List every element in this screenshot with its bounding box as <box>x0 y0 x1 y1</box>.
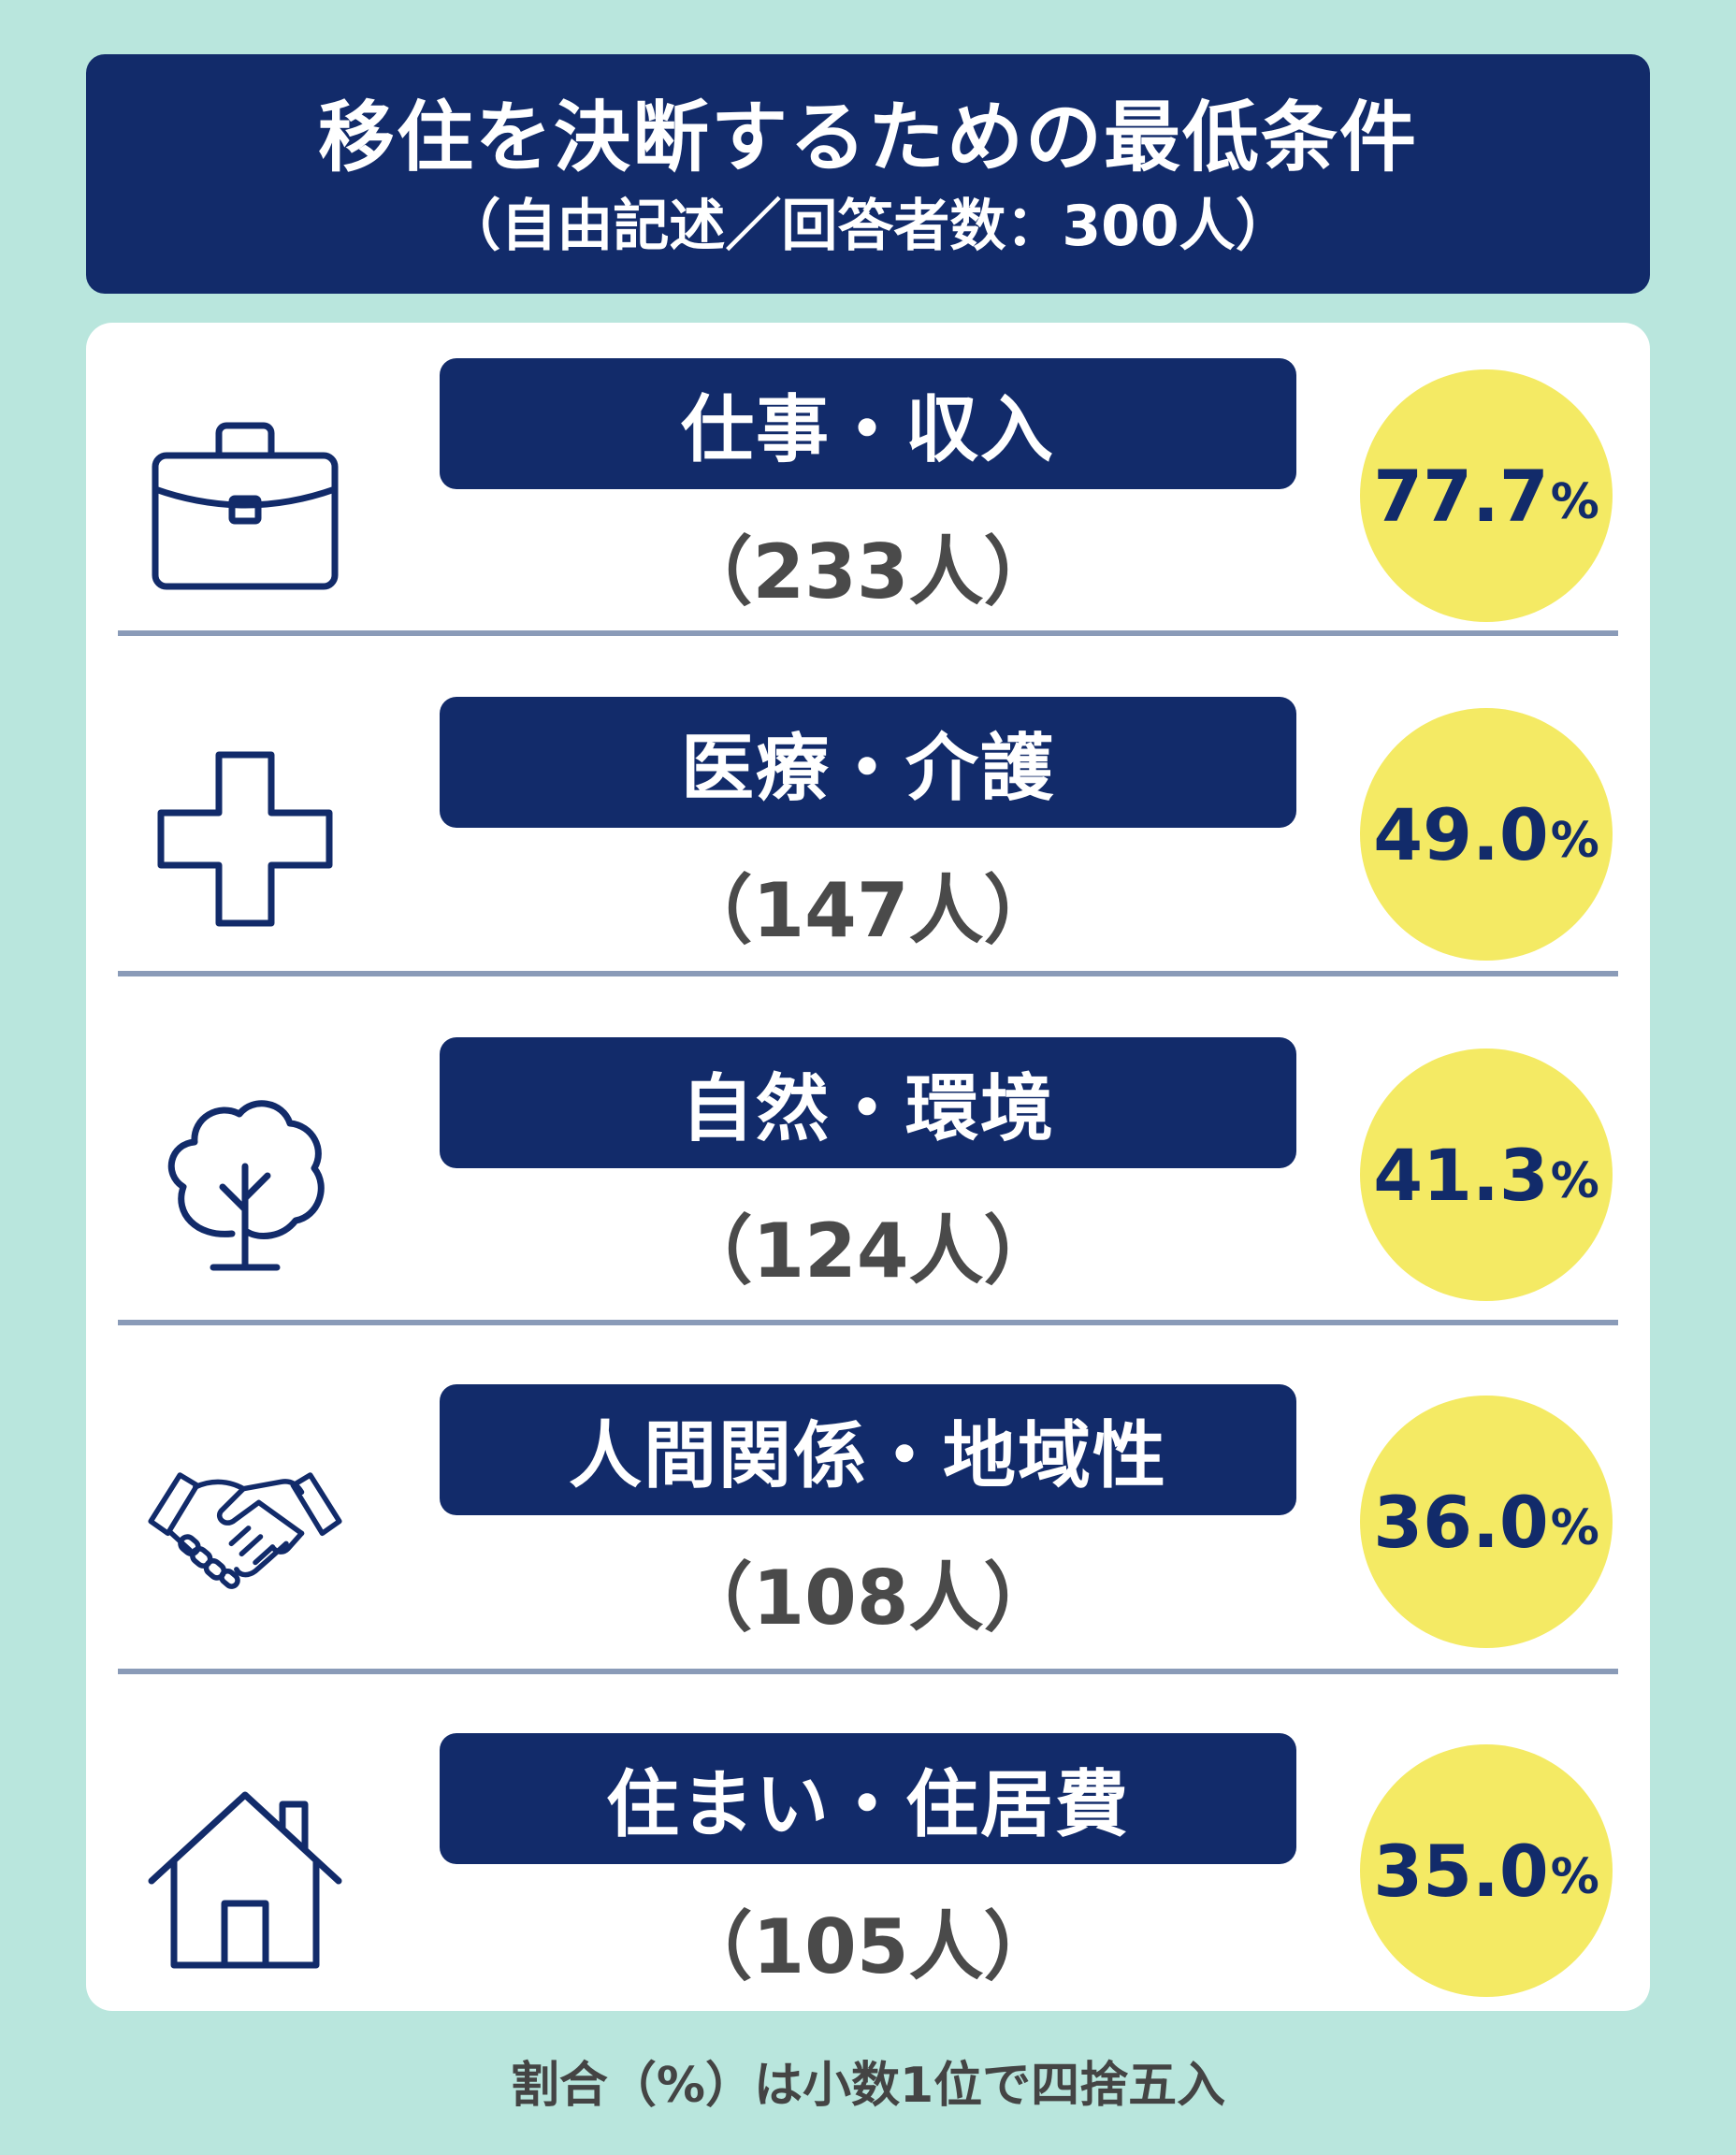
percent-badge: 35.0% <box>1360 1744 1613 1997</box>
percent-value: 36.0 <box>1373 1480 1549 1564</box>
briefcase-icon <box>142 398 348 603</box>
percent-value: 41.3 <box>1373 1133 1549 1217</box>
respondent-count: （124人） <box>677 1208 1059 1294</box>
percent-badge: 36.0% <box>1360 1396 1613 1648</box>
percent-badge: 77.7% <box>1360 369 1613 622</box>
result-row-nature: 自然・環境 （124人） 41.3% <box>86 1020 1650 1358</box>
percent-value: 35.0 <box>1373 1829 1549 1913</box>
header-banner: 移住を決断するための最低条件 （自由記述／回答者数：300人） <box>86 54 1650 294</box>
percent-badge: 49.0% <box>1360 708 1613 961</box>
category-label: 仕事・収入 <box>440 358 1296 489</box>
house-icon <box>142 1772 348 1978</box>
category-label: 医療・介護 <box>440 697 1296 828</box>
respondent-count: （108人） <box>677 1555 1059 1642</box>
respondent-count: （233人） <box>677 528 1059 615</box>
percent-value: 49.0 <box>1373 792 1549 876</box>
result-row-work: 仕事・収入 （233人） 77.7% <box>86 341 1650 679</box>
result-row-medical: 医療・介護 （147人） 49.0% <box>86 680 1650 1018</box>
category-label: 住まい・住居費 <box>440 1733 1296 1864</box>
row-divider <box>118 971 1618 976</box>
category-label: 人間関係・地域性 <box>440 1384 1296 1515</box>
page-subtitle: （自由記述／回答者数：300人） <box>444 194 1292 259</box>
percent-sign: % <box>1550 1500 1599 1556</box>
percent-sign: % <box>1550 813 1599 869</box>
handshake-icon <box>142 1424 348 1629</box>
row-divider <box>118 630 1618 636</box>
page-title: 移住を決断するための最低条件 <box>317 94 1418 182</box>
result-row-housing: 住まい・住居費 （105人） 35.0% <box>86 1716 1650 2054</box>
percent-badge: 41.3% <box>1360 1049 1613 1301</box>
result-row-community: 人間関係・地域性 （108人） 36.0% <box>86 1367 1650 1705</box>
row-divider <box>118 1320 1618 1325</box>
footnote: 割合（%）は小数1位で四捨五入 <box>510 2058 1226 2114</box>
row-divider <box>118 1669 1618 1674</box>
medical-cross-icon <box>142 736 348 942</box>
respondent-count: （147人） <box>677 867 1059 954</box>
percent-sign: % <box>1550 474 1599 530</box>
percent-sign: % <box>1550 1153 1599 1209</box>
category-label: 自然・環境 <box>440 1037 1296 1168</box>
respondent-count: （105人） <box>677 1903 1059 1990</box>
results-card: 仕事・収入 （233人） 77.7% 医療・介護 （147人） 49.0% <box>86 323 1650 2011</box>
tree-icon <box>142 1077 348 1282</box>
percent-value: 77.7 <box>1373 454 1549 538</box>
percent-sign: % <box>1550 1849 1599 1905</box>
